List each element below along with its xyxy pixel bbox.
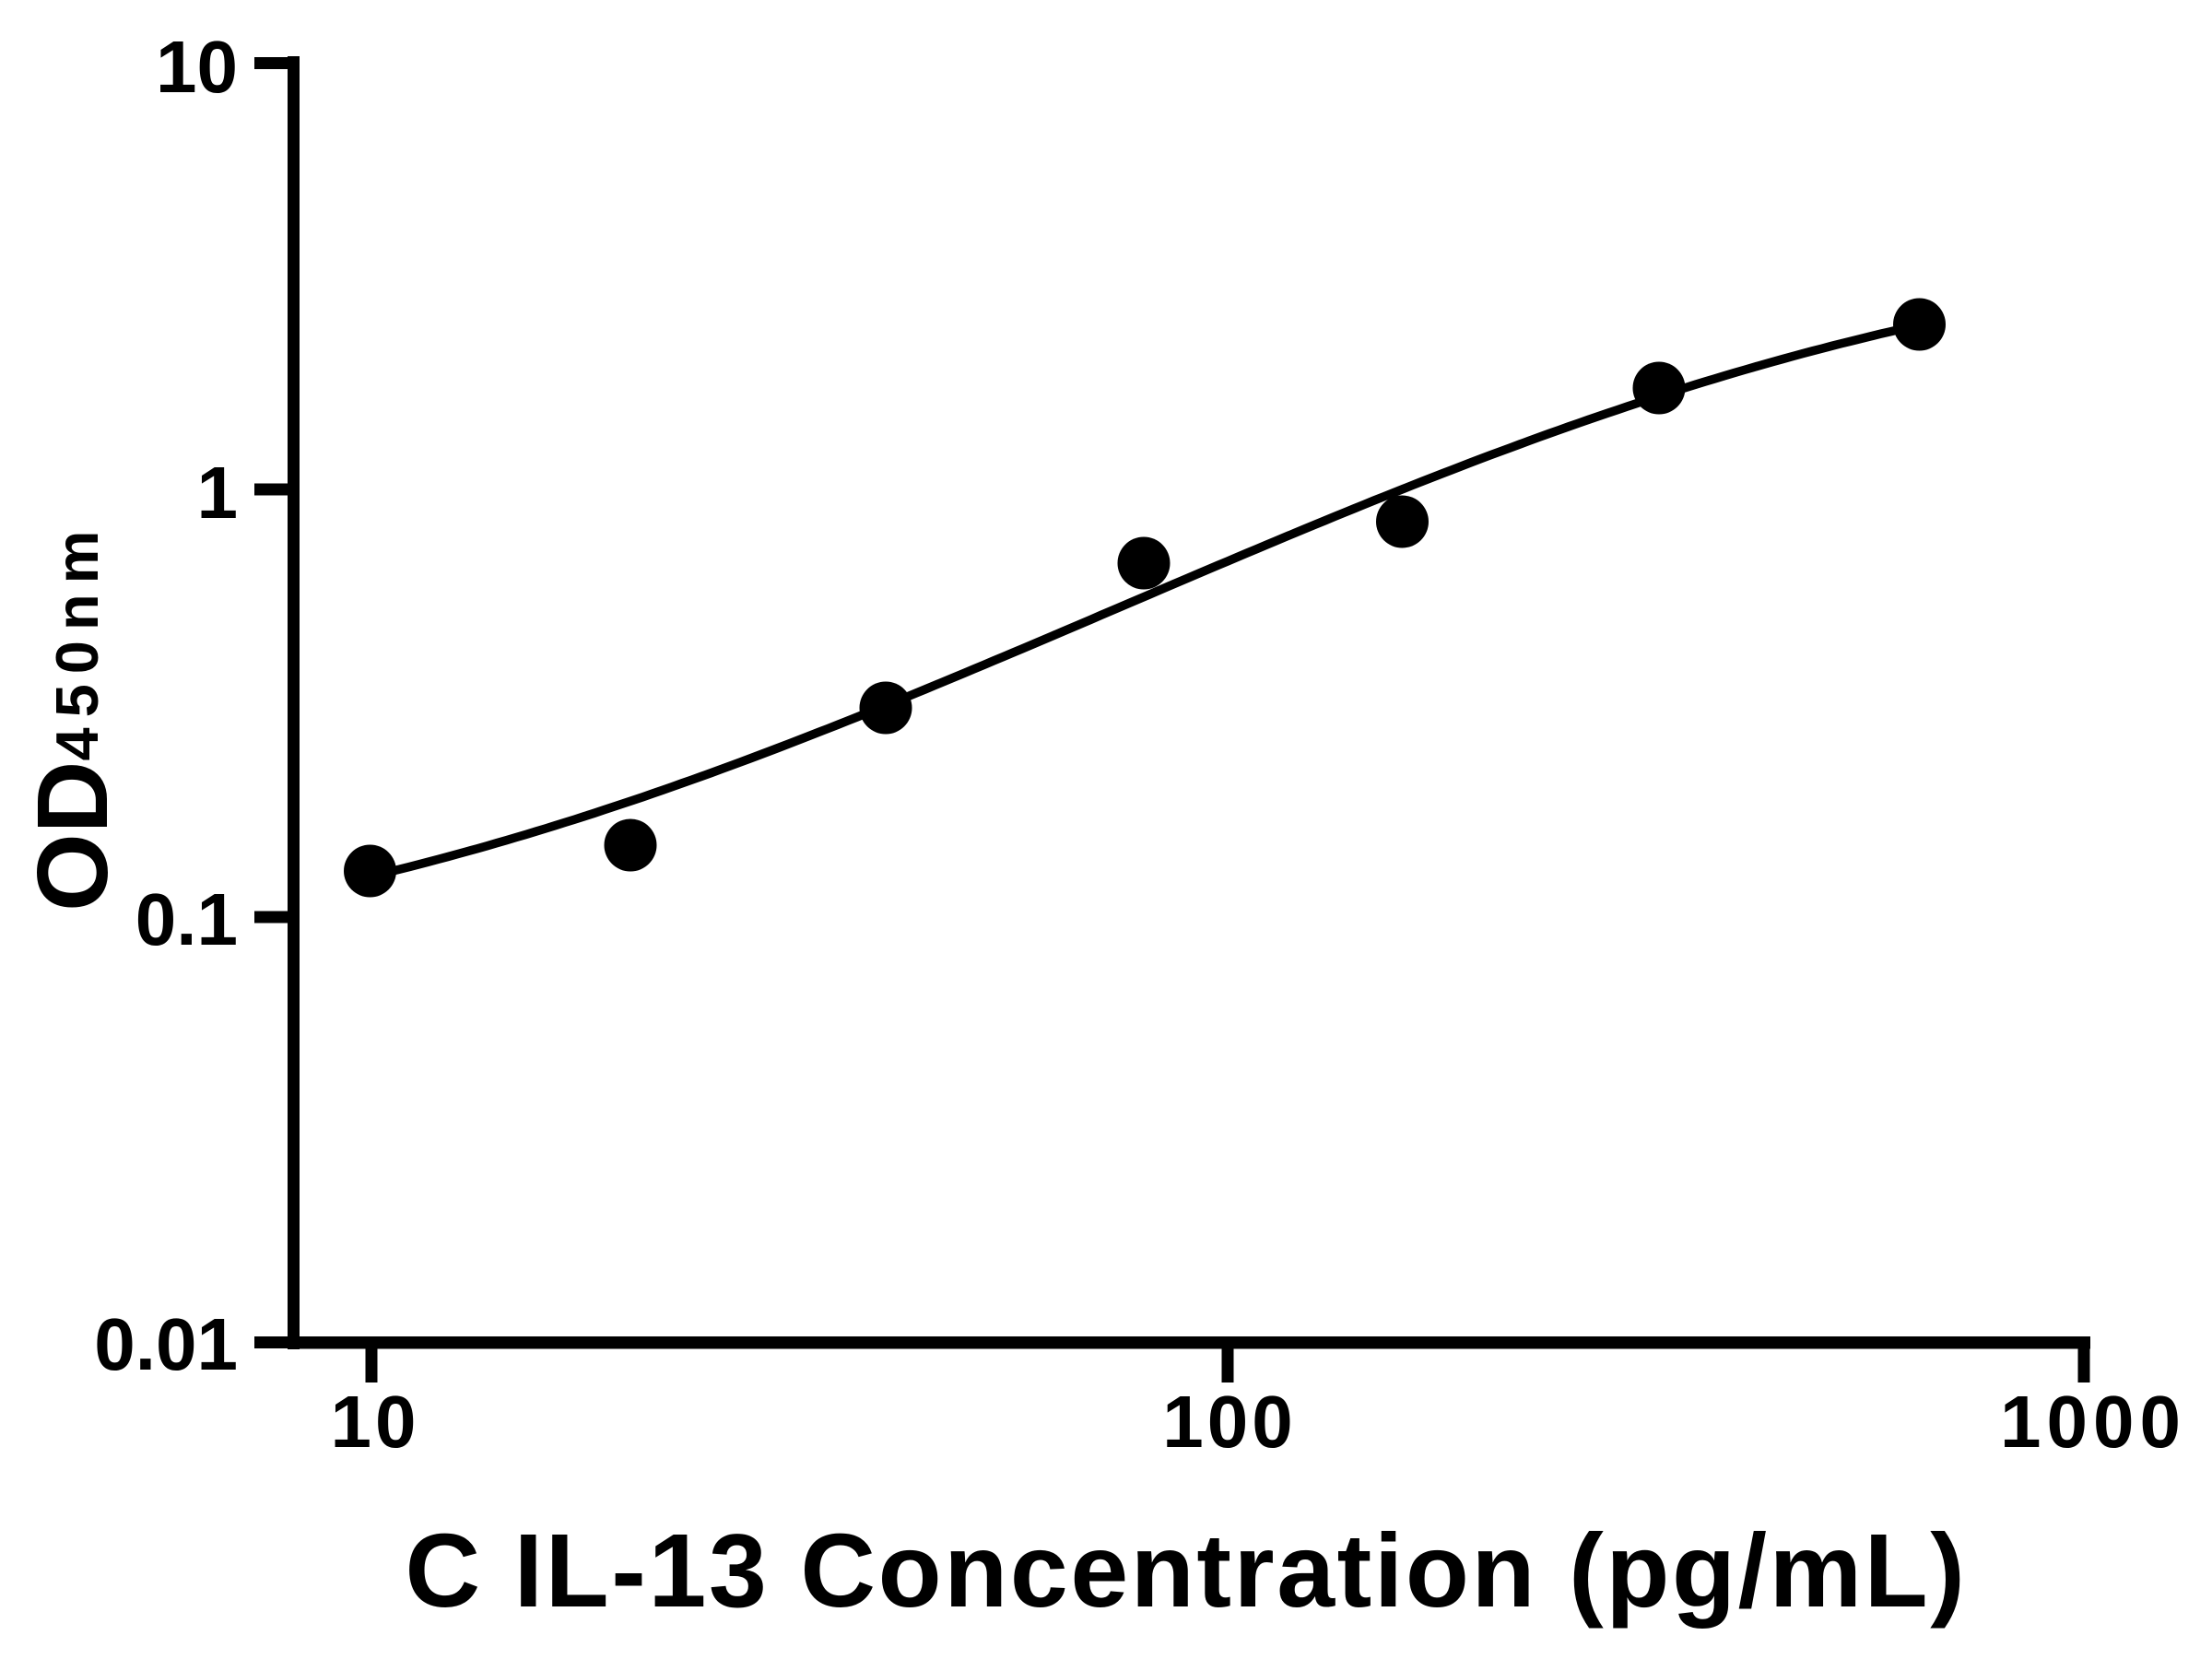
svg-text:0.01: 0.01 [94, 1303, 238, 1385]
svg-text:0.1: 0.1 [135, 878, 238, 960]
svg-text:100: 100 [1162, 1381, 1296, 1463]
svg-text:1000: 1000 [2000, 1381, 2186, 1463]
svg-text:OD450nm: OD450nm [17, 521, 129, 912]
svg-text:1: 1 [197, 452, 239, 534]
svg-text:C IL-13 Concentration (pg/mL): C IL-13 Concentration (pg/mL) [405, 1512, 1967, 1629]
svg-text:10: 10 [156, 26, 238, 108]
svg-text:10: 10 [331, 1381, 420, 1463]
